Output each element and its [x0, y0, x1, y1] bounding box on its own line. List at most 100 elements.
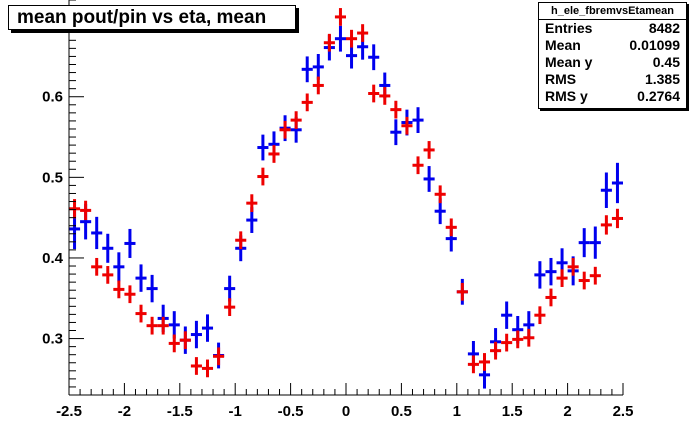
data-point	[523, 328, 535, 347]
data-point	[467, 355, 479, 374]
data-point	[257, 134, 269, 161]
stats-label: Mean y	[545, 54, 593, 70]
data-point	[157, 316, 169, 335]
data-point	[600, 172, 612, 208]
data-point	[501, 301, 513, 329]
data-point	[478, 353, 491, 371]
y-tick-label: 0.5	[42, 169, 63, 186]
x-tick-label: 0	[342, 403, 350, 420]
data-point	[179, 331, 191, 350]
data-point	[412, 107, 424, 134]
data-point	[578, 271, 590, 290]
data-point	[589, 266, 601, 285]
data-point	[91, 216, 103, 250]
data-point	[312, 76, 324, 95]
data-point	[445, 218, 457, 237]
stats-row-mean-y: Mean y 0.45	[539, 54, 686, 71]
x-tick-label: 1.5	[502, 403, 523, 420]
data-point	[611, 208, 623, 229]
data-point	[412, 156, 424, 175]
x-tick-label: -2.5	[56, 403, 82, 420]
stats-label: RMS y	[545, 88, 588, 104]
data-point	[190, 320, 202, 349]
data-point	[423, 141, 435, 159]
data-point	[224, 275, 236, 302]
data-point	[113, 252, 125, 282]
stats-value: 0.45	[652, 54, 680, 70]
data-point	[545, 257, 557, 286]
data-point	[390, 100, 402, 119]
data-point	[201, 314, 214, 342]
data-point	[545, 288, 557, 307]
data-point	[334, 8, 346, 26]
data-point	[235, 231, 247, 250]
x-tick-label: -2	[118, 403, 131, 420]
data-point	[501, 333, 513, 352]
data-point	[323, 33, 335, 52]
data-point	[567, 257, 579, 276]
data-point	[213, 347, 225, 366]
stats-value: 8482	[648, 20, 680, 36]
data-point	[124, 228, 136, 258]
data-point	[91, 257, 103, 276]
data-point	[113, 280, 125, 299]
data-point	[168, 311, 180, 339]
data-point	[168, 334, 180, 353]
x-tick-label: -1	[229, 403, 242, 420]
data-point	[512, 330, 524, 349]
data-point	[201, 359, 214, 378]
stats-row-rms: RMS 1.385	[539, 71, 686, 88]
data-point	[69, 199, 81, 219]
data-point	[146, 316, 158, 335]
data-point	[146, 274, 158, 303]
stats-value: 0.2764	[637, 88, 680, 104]
data-point	[611, 162, 623, 204]
data-point	[290, 111, 302, 129]
data-point	[301, 56, 313, 83]
data-point	[490, 341, 502, 360]
stats-value: 1.385	[644, 71, 680, 87]
data-point	[334, 25, 346, 52]
data-point	[268, 145, 280, 163]
data-point	[434, 185, 446, 204]
data-point	[589, 226, 601, 259]
data-point	[423, 166, 435, 192]
data-point	[224, 298, 236, 316]
stats-histogram-name: h_ele_fbremvsEtamean	[539, 3, 686, 20]
y-tick-label: 0.3	[42, 331, 63, 348]
y-tick-label: 0.6	[42, 89, 63, 106]
data-point	[357, 24, 369, 42]
y-tick-label: 0.4	[42, 250, 64, 267]
stats-value: 0.01099	[629, 37, 680, 53]
stats-box: h_ele_fbremvsEtamean Entries 8482 Mean 0…	[538, 2, 687, 109]
stats-row-entries: Entries 8482	[539, 20, 686, 37]
x-tick-label: -0.5	[278, 403, 304, 420]
data-point	[80, 200, 92, 221]
data-point	[312, 54, 324, 80]
stats-row-mean: Mean 0.01099	[539, 37, 686, 54]
chart-title-box: mean pout/pin vs eta, mean	[8, 5, 296, 30]
red-series	[69, 8, 623, 378]
data-point	[368, 84, 380, 103]
data-point	[600, 215, 612, 235]
data-point	[257, 167, 269, 186]
data-point	[390, 119, 402, 146]
data-point	[301, 93, 313, 112]
data-point	[534, 306, 546, 325]
stats-label: Mean	[545, 37, 581, 53]
data-point	[401, 116, 413, 135]
data-point	[124, 285, 136, 304]
x-tick-label: 1	[453, 403, 461, 420]
x-tick-label: 2	[563, 403, 571, 420]
data-point	[556, 269, 568, 287]
data-point	[578, 228, 590, 258]
data-point	[135, 264, 147, 292]
stats-label: RMS	[545, 71, 577, 87]
x-tick-label: -1.5	[167, 403, 193, 420]
stats-label: Entries	[545, 20, 593, 36]
data-point	[190, 357, 202, 375]
data-point	[379, 87, 391, 105]
data-point	[346, 29, 358, 48]
stats-row-rms-y: RMS y 0.2764	[539, 88, 686, 105]
x-tick-label: 0.5	[391, 403, 412, 420]
